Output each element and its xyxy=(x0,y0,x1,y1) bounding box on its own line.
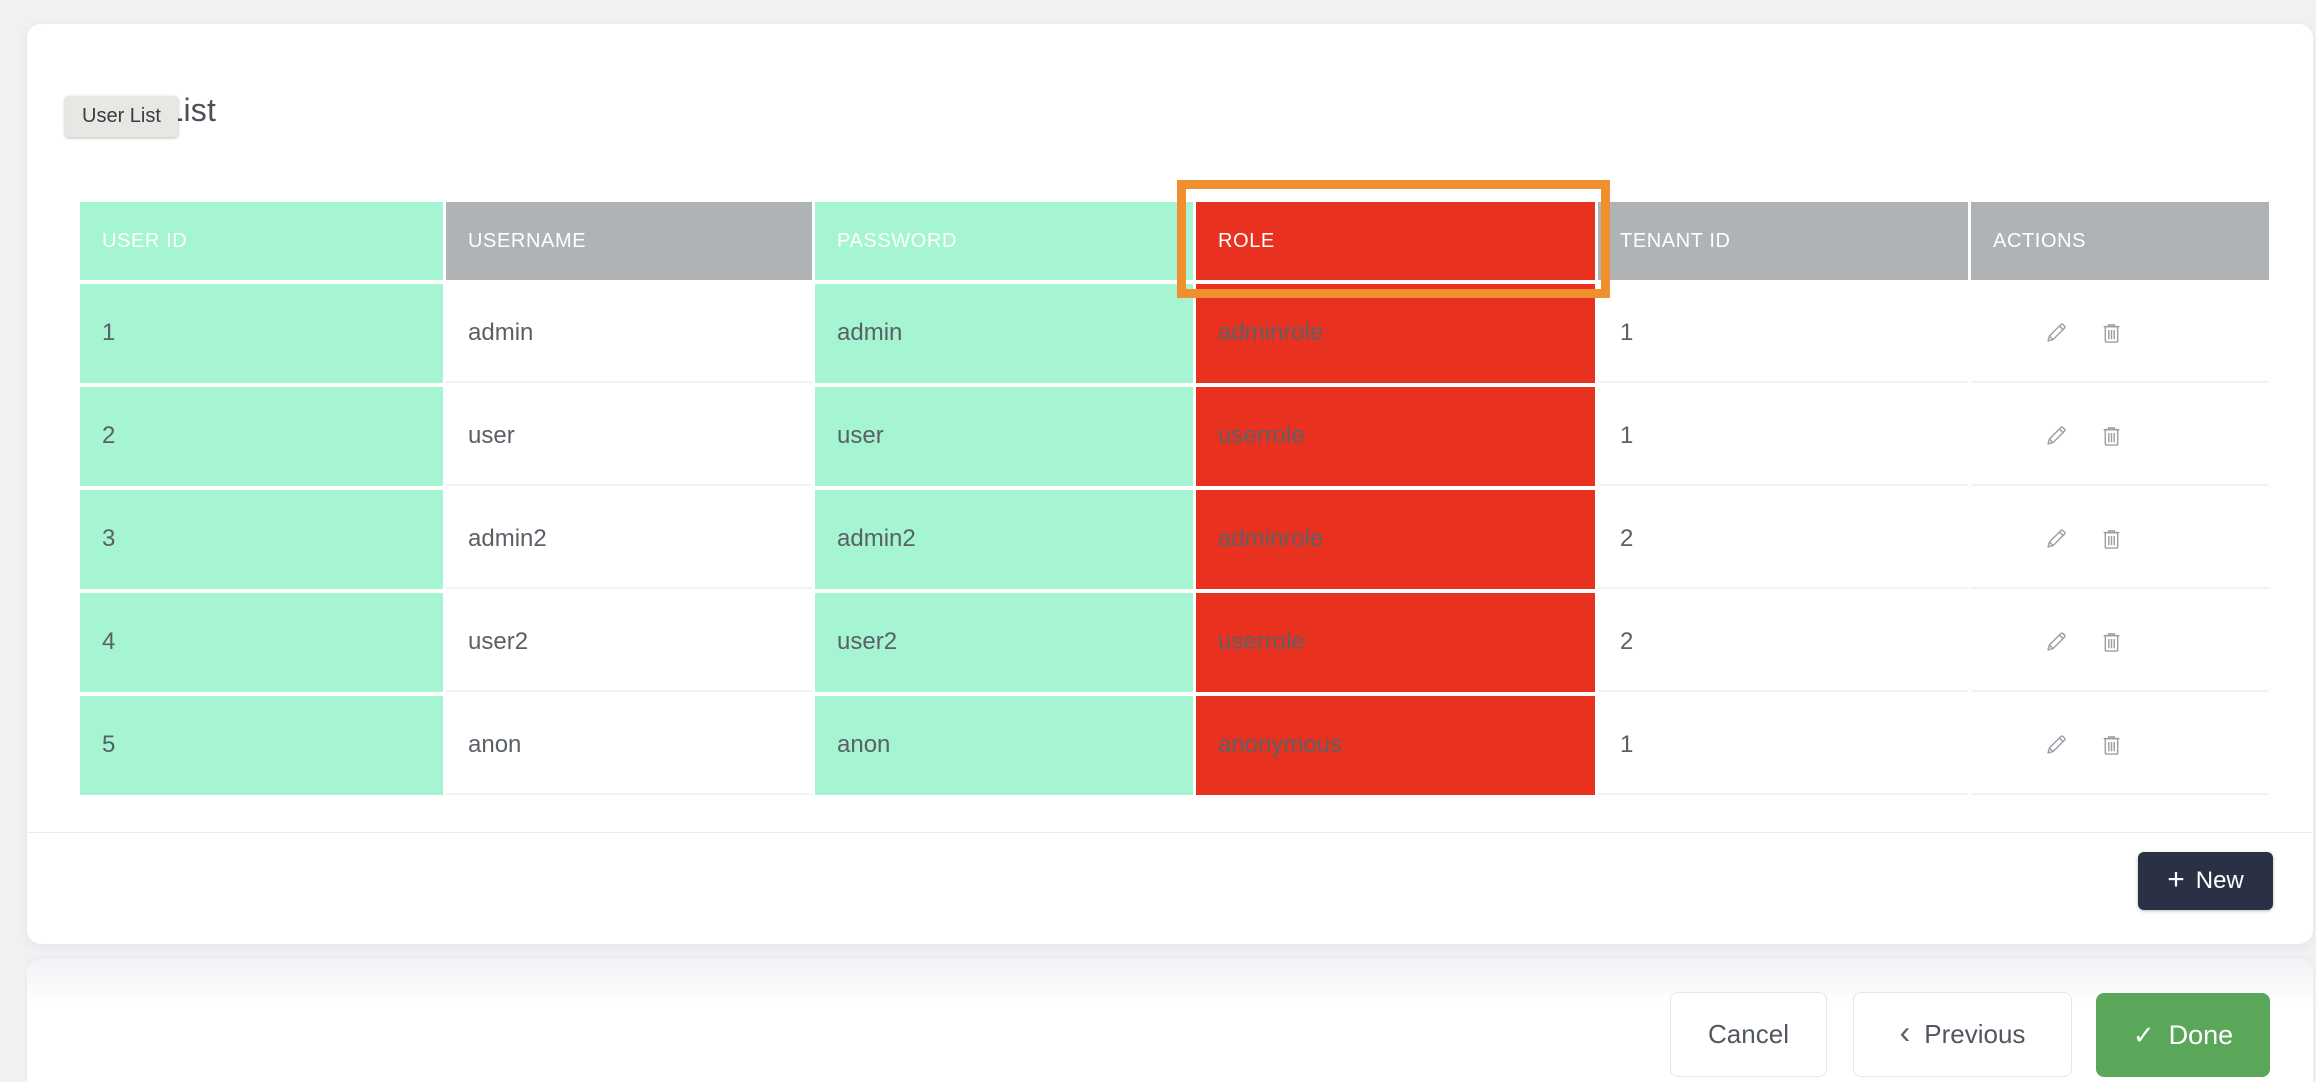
table-row: 2 user user userrole 1 xyxy=(80,387,2269,486)
cell-password: anon xyxy=(815,696,1193,795)
cell-tenant_id: 1 xyxy=(1598,387,1968,486)
edit-button[interactable] xyxy=(2043,731,2070,758)
pencil-icon xyxy=(2047,323,2066,342)
plus-icon: + xyxy=(2167,862,2185,896)
trash-icon xyxy=(2103,427,2120,446)
cell-password: user2 xyxy=(815,593,1193,692)
cell-actions xyxy=(1971,387,2269,486)
cell-username: user xyxy=(446,387,812,486)
cell-role: anonymous xyxy=(1196,696,1595,795)
cancel-label: Cancel xyxy=(1708,1019,1789,1049)
delete-button[interactable] xyxy=(2098,525,2125,552)
delete-button[interactable] xyxy=(2098,319,2125,346)
column-header-user_id: USER ID xyxy=(80,202,443,280)
cell-role: adminrole xyxy=(1196,490,1595,589)
edit-button[interactable] xyxy=(2043,319,2070,346)
table-row: 4 user2 user2 userrole 2 xyxy=(80,593,2269,692)
column-header-actions: ACTIONS xyxy=(1971,202,2269,280)
pencil-icon xyxy=(2047,632,2066,651)
cell-role: userrole xyxy=(1196,593,1595,692)
cell-password: user xyxy=(815,387,1193,486)
cell-user_id: 1 xyxy=(80,284,443,383)
done-button[interactable]: ✓ Done xyxy=(2096,993,2270,1077)
delete-button[interactable] xyxy=(2098,422,2125,449)
row-actions xyxy=(2043,422,2263,449)
cell-tenant_id: 1 xyxy=(1598,696,1968,795)
trash-icon xyxy=(2103,633,2120,652)
trash-icon xyxy=(2103,530,2120,549)
cell-tenant_id: 1 xyxy=(1598,284,1968,383)
edit-button[interactable] xyxy=(2043,525,2070,552)
column-header-role: ROLE xyxy=(1196,202,1595,280)
cell-username: admin xyxy=(446,284,812,383)
chevron-left-icon: ‹ xyxy=(1899,1014,1911,1050)
cell-role: adminrole xyxy=(1196,284,1595,383)
cell-actions xyxy=(1971,490,2269,589)
table-row: 1 admin admin adminrole 1 xyxy=(80,284,2269,383)
cell-actions xyxy=(1971,593,2269,692)
done-label: Done xyxy=(2168,1019,2234,1050)
row-actions xyxy=(2043,731,2263,758)
column-header-password: PASSWORD xyxy=(815,202,1193,280)
card-footer-divider xyxy=(27,832,2313,833)
cell-tenant_id: 2 xyxy=(1598,593,1968,692)
pencil-icon xyxy=(2047,529,2066,548)
cell-tenant_id: 2 xyxy=(1598,490,1968,589)
cell-user_id: 2 xyxy=(80,387,443,486)
column-header-tenant_id: TENANT ID xyxy=(1598,202,1968,280)
user-table: USER ID USERNAME PASSWORD ROLE TENANT ID ACTI… xyxy=(77,198,2272,799)
previous-label: Previous xyxy=(1924,1019,2026,1049)
check-icon: ✓ xyxy=(2132,1019,2155,1050)
cell-actions xyxy=(1971,284,2269,383)
cancel-button[interactable]: Cancel xyxy=(1670,992,1827,1077)
cell-username: user2 xyxy=(446,593,812,692)
cell-role: userrole xyxy=(1196,387,1595,486)
delete-button[interactable] xyxy=(2098,628,2125,655)
user-list-card: User List User List USER IDUSERNAMEPASSW… xyxy=(27,24,2313,944)
user-list-tooltip: User List xyxy=(65,96,178,137)
new-button[interactable]: + New xyxy=(2138,852,2273,910)
column-header-username: USERNAME xyxy=(446,202,812,280)
pencil-icon xyxy=(2047,735,2066,754)
row-actions xyxy=(2043,319,2263,346)
table-row: 5 anon anon anonymous 1 xyxy=(80,696,2269,795)
wizard-footer-bar: Cancel ‹ Previous ✓ Done xyxy=(27,958,2313,1082)
edit-button[interactable] xyxy=(2043,422,2070,449)
row-actions xyxy=(2043,628,2263,655)
cell-password: admin xyxy=(815,284,1193,383)
cell-user_id: 4 xyxy=(80,593,443,692)
cell-user_id: 5 xyxy=(80,696,443,795)
cell-user_id: 3 xyxy=(80,490,443,589)
new-button-label: New xyxy=(2195,867,2244,894)
row-actions xyxy=(2043,525,2263,552)
trash-icon xyxy=(2103,736,2120,755)
pencil-icon xyxy=(2047,426,2066,445)
cell-username: anon xyxy=(446,696,812,795)
cell-password: admin2 xyxy=(815,490,1193,589)
table-row: 3 admin2 admin2 adminrole 2 xyxy=(80,490,2269,589)
delete-button[interactable] xyxy=(2098,731,2125,758)
previous-button[interactable]: ‹ Previous xyxy=(1853,992,2072,1077)
cell-actions xyxy=(1971,696,2269,795)
trash-icon xyxy=(2103,324,2120,343)
table-header-row: USER ID USERNAME PASSWORD ROLE TENANT ID ACTI… xyxy=(80,202,2269,280)
edit-button[interactable] xyxy=(2043,628,2070,655)
cell-username: admin2 xyxy=(446,490,812,589)
